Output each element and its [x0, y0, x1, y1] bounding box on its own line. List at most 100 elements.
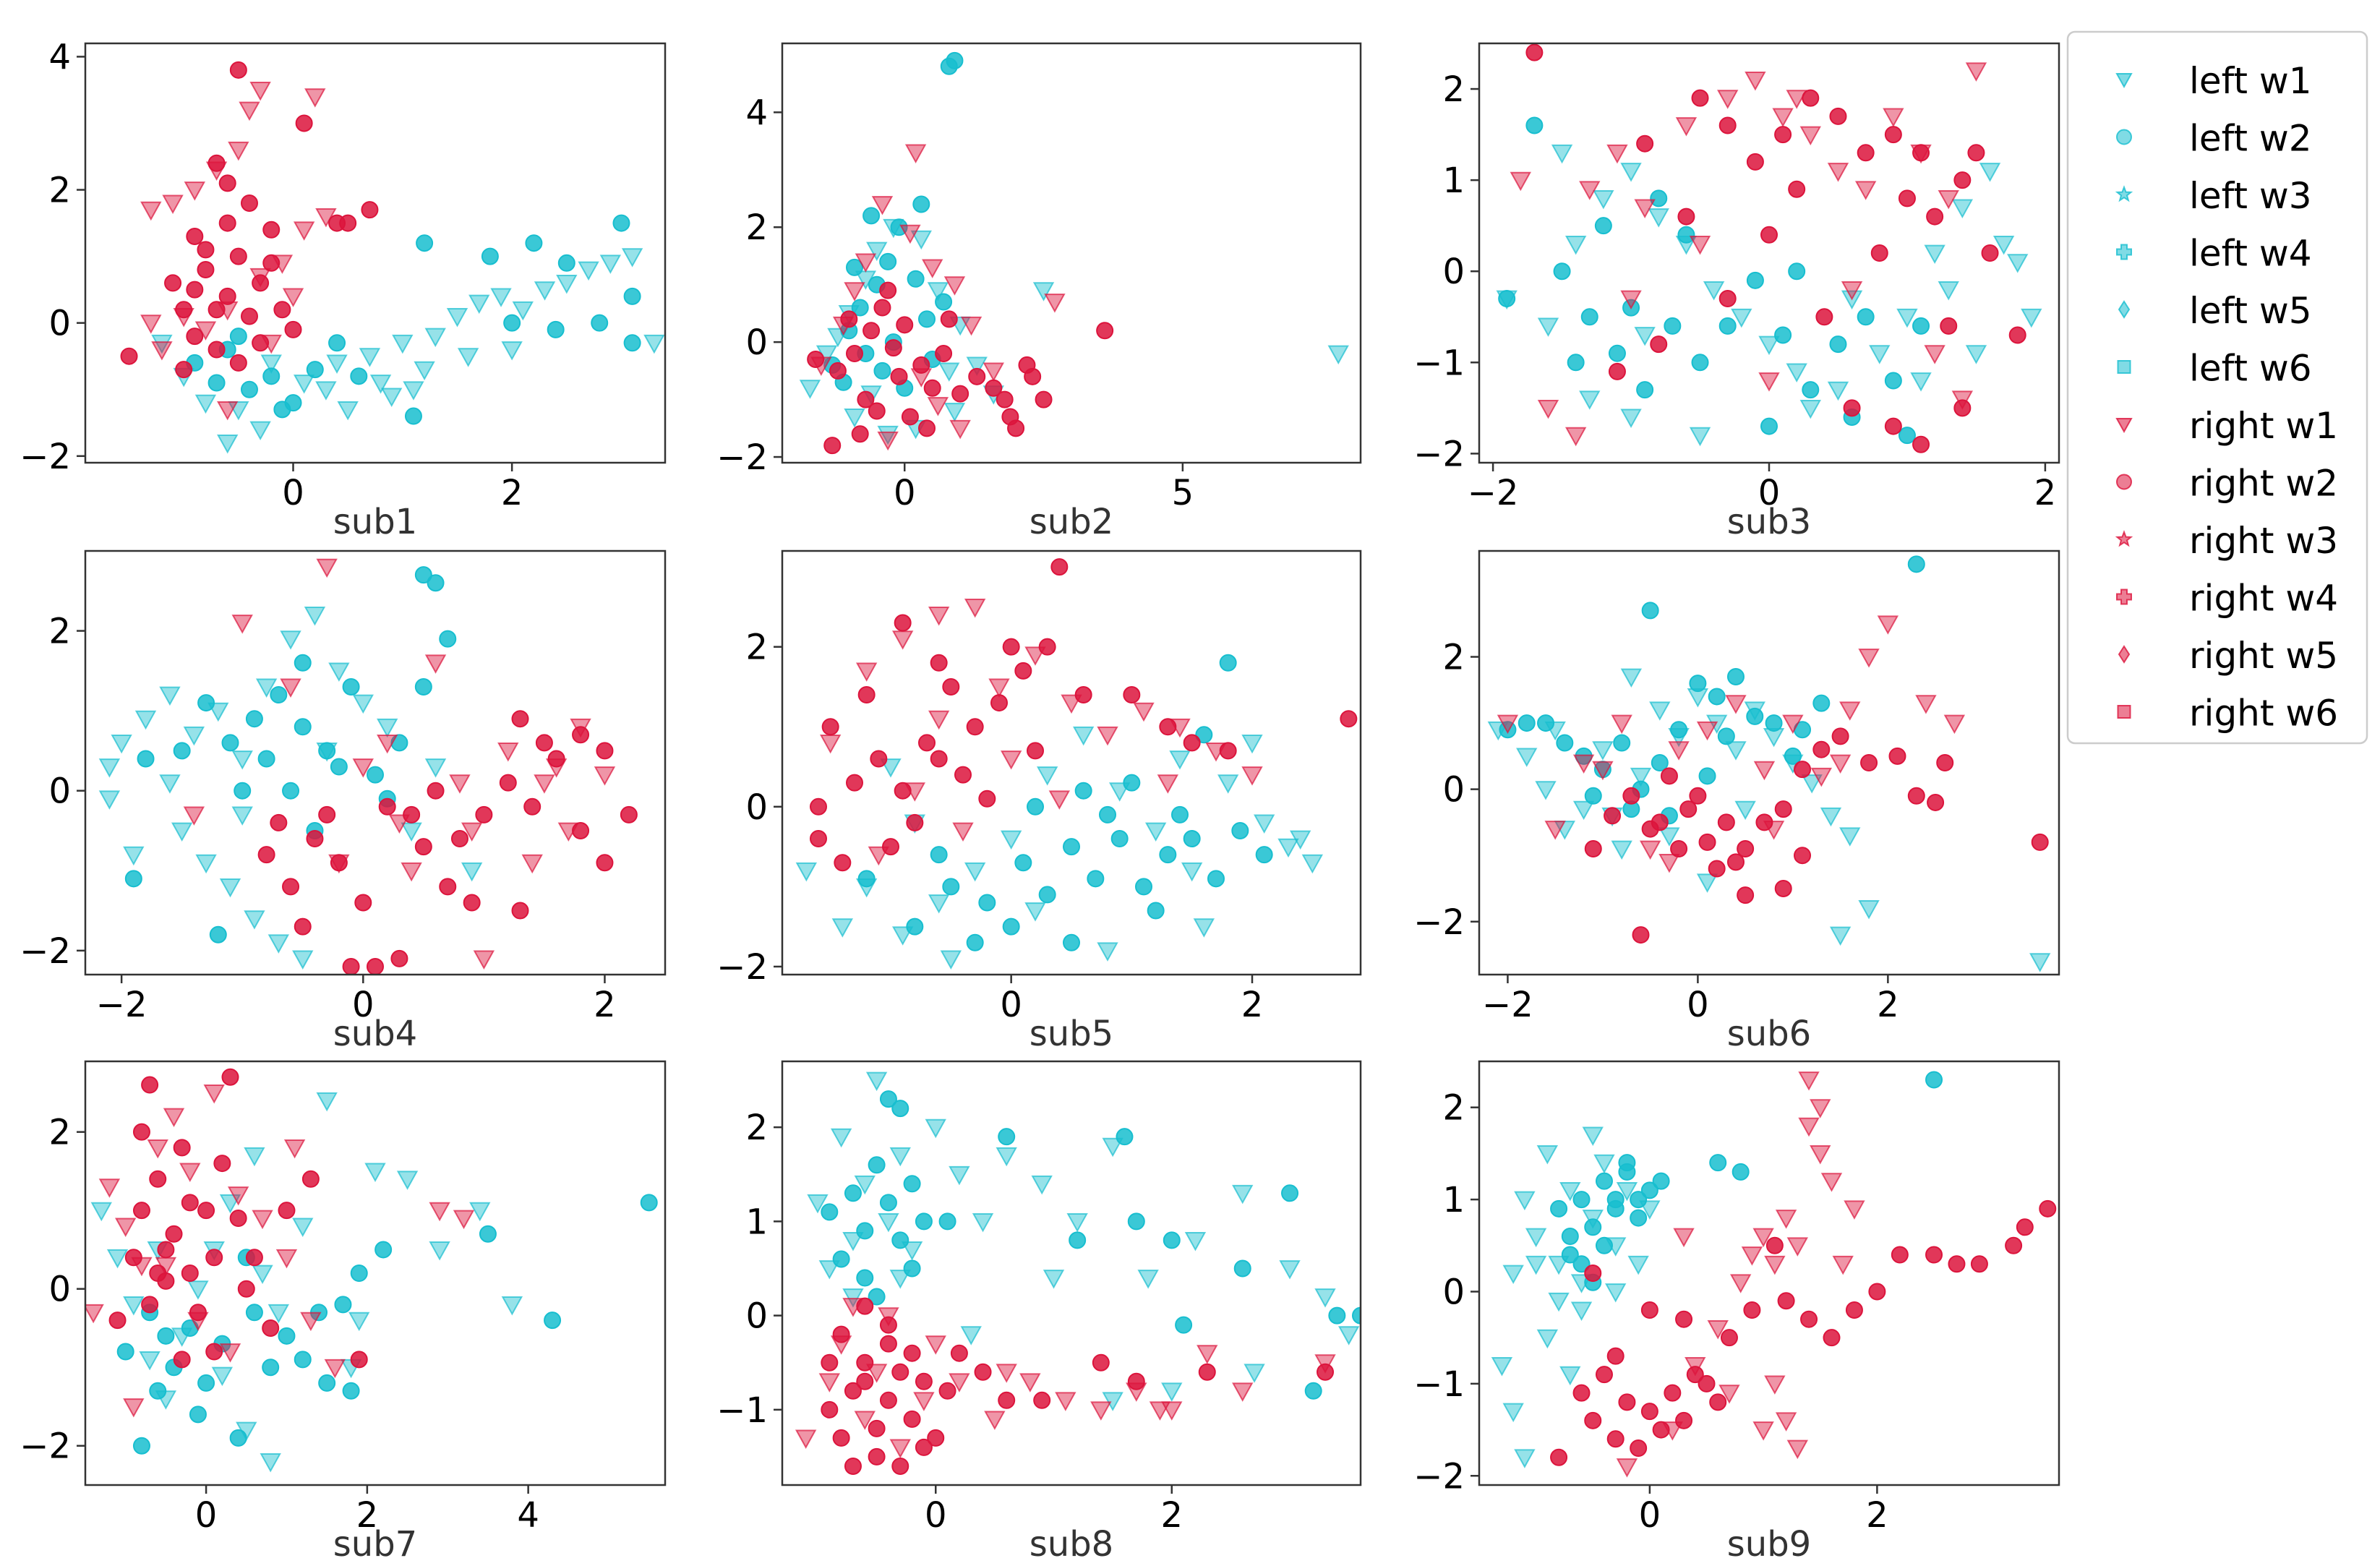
point-left-w1: [938, 362, 960, 382]
point-left-w1: [424, 758, 447, 778]
point-right-w2: [378, 797, 396, 816]
point-right-w1: [1572, 754, 1595, 774]
point-left-w1: [1253, 814, 1275, 834]
point-right-w1: [1752, 1421, 1774, 1441]
point-right-w1: [1673, 1228, 1695, 1248]
point-right-w1: [1620, 290, 1642, 310]
point-left-w2: [623, 334, 641, 352]
point-right-w1: [316, 558, 338, 578]
point-right-w1: [184, 181, 206, 201]
point-left-w2: [342, 677, 360, 696]
point-right-w1: [293, 221, 315, 241]
subplot-sub8: 0 2 −1 0 1 2 sub8: [716, 1060, 1362, 1565]
y-tick-label: −2: [1413, 1456, 1465, 1497]
point-right-w2: [1845, 1301, 1863, 1319]
point-right-w2: [361, 201, 379, 219]
point-right-w1: [147, 1139, 168, 1159]
point-left-w1: [891, 926, 914, 946]
point-right-w2: [499, 774, 517, 792]
point-left-w2: [137, 750, 155, 768]
point-right-w1: [988, 678, 1010, 698]
point-left-w1: [925, 1118, 946, 1139]
subplot-label: sub2: [1030, 502, 1113, 542]
point-left-w2: [1746, 707, 1764, 725]
axes-frame: [1478, 549, 2060, 976]
point-right-w2: [1050, 558, 1069, 576]
point-left-w2: [640, 1194, 658, 1212]
point-left-w2: [1618, 1154, 1636, 1172]
point-left-w1: [599, 254, 622, 274]
point-left-w1: [831, 918, 854, 938]
point-left-w1: [1036, 766, 1058, 786]
point-right-w2: [252, 274, 270, 292]
point-right-w2: [1898, 189, 1916, 207]
point-left-w2: [1594, 217, 1612, 235]
point-right-w1: [179, 1163, 201, 1182]
point-left-w1: [280, 630, 301, 650]
point-left-w1: [1758, 335, 1780, 356]
point-right-w2: [879, 1316, 897, 1334]
point-left-w2: [374, 1241, 393, 1259]
point-right-w1: [1689, 235, 1711, 255]
point-right-w2: [175, 361, 193, 379]
point-right-w1: [123, 1398, 145, 1418]
point-left-w2: [234, 782, 252, 800]
point-right-w2: [1802, 89, 1820, 107]
point-right-w2: [1698, 1374, 1716, 1392]
y-tick-label: −2: [20, 437, 71, 477]
point-right-w2: [1622, 787, 1640, 805]
point-left-w1: [501, 341, 523, 361]
point-left-w2: [209, 925, 227, 944]
point-right-w1: [1729, 1274, 1752, 1293]
point-right-w2: [978, 790, 996, 808]
point-left-w1: [429, 1241, 450, 1261]
point-left-w1: [461, 862, 483, 882]
point-left-w1: [830, 1128, 852, 1148]
point-right-w2: [511, 710, 529, 728]
point-right-w2: [1525, 43, 1544, 61]
point-left-w2: [1829, 335, 1847, 354]
point-left-w1: [1582, 1126, 1604, 1146]
point-right-w2: [475, 805, 493, 823]
point-right-w1: [889, 1439, 911, 1458]
point-left-w2: [479, 1225, 497, 1243]
point-right-w1: [818, 1373, 841, 1392]
point-left-w1: [98, 758, 121, 778]
point-right-w2: [1718, 290, 1737, 308]
point-left-w2: [879, 1090, 897, 1108]
point-right-w2: [330, 854, 348, 872]
point-right-w2: [950, 1344, 968, 1362]
point-left-w1: [293, 375, 315, 394]
point-right-w1: [927, 397, 949, 416]
point-left-w1: [207, 702, 229, 722]
point-left-w1: [1725, 741, 1747, 761]
legend-marker-left-w4: [2116, 244, 2132, 260]
point-right-w2: [1606, 1347, 1625, 1365]
point-right-w2: [157, 1241, 175, 1259]
point-right-w2: [1691, 89, 1709, 107]
point-right-w1: [401, 862, 422, 882]
point-left-w1: [1102, 1392, 1123, 1411]
point-left-w2: [938, 1212, 956, 1231]
point-left-w1: [943, 403, 966, 422]
point-left-w1: [949, 1165, 970, 1186]
point-right-w1: [1810, 767, 1833, 787]
point-left-w2: [1718, 317, 1737, 335]
point-left-w2: [1556, 734, 1574, 752]
point-left-w2: [1110, 830, 1129, 848]
y-tick-label: 1: [745, 1202, 768, 1242]
point-right-w1: [98, 1178, 121, 1198]
point-left-w2: [1304, 1382, 1322, 1400]
point-left-w2: [1572, 1255, 1591, 1273]
point-left-w1: [348, 1312, 370, 1332]
point-right-w2: [1159, 718, 1177, 736]
point-left-w2: [1652, 1172, 1670, 1190]
legend-marker-right-w5: [2118, 645, 2131, 664]
point-right-w1: [928, 710, 950, 730]
point-right-w2: [1675, 1411, 1693, 1429]
y-tick-label: 0: [1442, 252, 1465, 292]
point-left-w1: [842, 1288, 864, 1308]
point-left-w1: [490, 288, 512, 307]
point-left-w1: [292, 950, 314, 970]
point-right-w2: [2016, 1218, 2034, 1236]
